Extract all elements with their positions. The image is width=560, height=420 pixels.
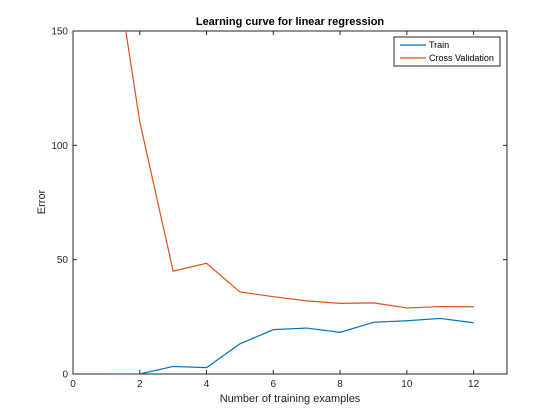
x-tick-label: 0 [70,379,76,390]
x-tick-label: 8 [337,379,343,390]
y-tick-label: 0 [62,370,68,381]
x-axis: 0 2 4 6 8 10 12 [70,31,480,390]
x-tick-label: 12 [468,379,480,390]
series-line-cross-validation [125,31,474,309]
legend-label-train: Train [429,40,449,50]
x-tick-label: 10 [401,379,413,390]
x-axis-label: Number of training examples [220,393,361,405]
x-tick-label: 2 [137,379,143,390]
y-axis-label: Error [36,189,48,214]
legend-label-cross-validation: Cross Validation [429,53,494,63]
series-lines [106,31,474,374]
y-axis: 0 50 100 150 [51,27,507,381]
series-line-train [106,317,474,374]
x-tick-label: 4 [204,379,210,390]
legend-box [393,36,501,67]
y-tick-label: 150 [51,27,68,38]
y-tick-label: 50 [57,255,69,266]
plot-area [72,30,508,375]
chart-title: Learning curve for linear regression [196,16,385,28]
x-tick-label: 6 [271,379,277,390]
legend: Train Cross Validation [393,36,501,67]
y-tick-label: 100 [51,141,68,152]
